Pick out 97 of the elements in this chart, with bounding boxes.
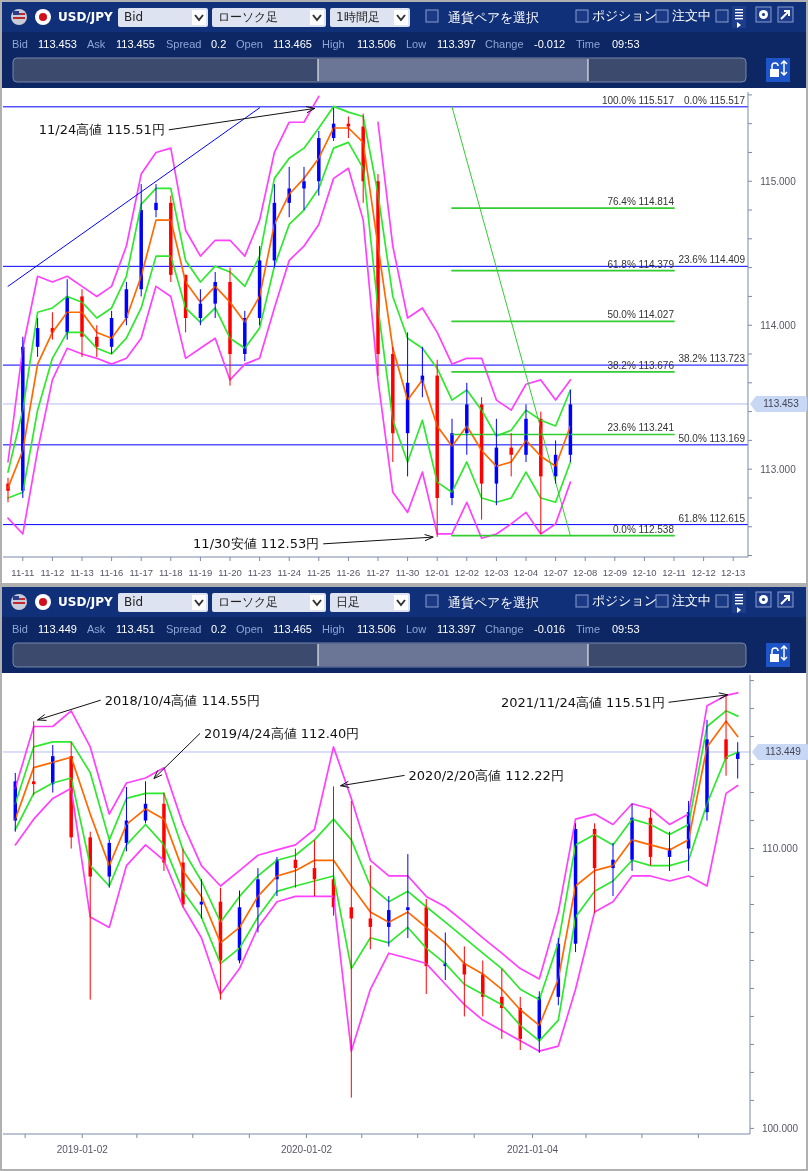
text: 09:53 xyxy=(612,38,640,50)
x-tick-label: 12-11 xyxy=(662,566,686,578)
annotation: 2019/4/24高値 112.40円 xyxy=(204,725,360,741)
x-tick-label: 11-26 xyxy=(336,566,361,578)
annotation: 2018/10/4高値 114.55円 xyxy=(104,692,260,708)
x-tick-label: 11-12 xyxy=(40,566,65,578)
text: Ask xyxy=(87,38,106,50)
x-tick-label: 11-11 xyxy=(11,566,35,578)
x-tick-label: 12-07 xyxy=(543,566,568,578)
text: 0.2 xyxy=(211,623,227,635)
x-tick-label: 11-13 xyxy=(70,566,94,578)
text: 113.451 xyxy=(116,623,155,635)
text: ポジション xyxy=(592,592,657,608)
text: 通貨ペアを選択 xyxy=(448,9,539,25)
text: -0.016 xyxy=(534,623,566,635)
x-tick-label: 12-10 xyxy=(632,566,657,578)
text: Change xyxy=(485,38,524,50)
text: Open xyxy=(236,38,263,50)
text: 113.506 xyxy=(357,623,396,635)
ref-line-label: 50.0% 113.169 xyxy=(678,432,746,444)
text: 注文中 xyxy=(672,592,711,608)
text: Low xyxy=(406,623,427,635)
text: High xyxy=(322,623,345,635)
text: Bid xyxy=(12,38,28,50)
text: Spread xyxy=(166,38,202,50)
annotation: 0.0% 112.538 xyxy=(613,523,675,535)
x-tick-label: 12-02 xyxy=(454,566,479,578)
x-tick-label: 11-20 xyxy=(218,566,242,578)
x-tick-label: 12-12 xyxy=(691,566,716,578)
chart-title: USD/JPY xyxy=(58,10,113,24)
annotation: 2021/11/24高値 115.51円 xyxy=(501,694,665,710)
text: Time xyxy=(576,38,601,50)
x-tick-label: 11-18 xyxy=(159,566,183,578)
text: Bid xyxy=(124,10,144,24)
annotation: 76.4% 114.814 xyxy=(607,196,675,208)
x-tick-label: 11-19 xyxy=(188,566,213,578)
text: Time xyxy=(576,623,601,635)
annotation: 11/30安値 112.53円 xyxy=(193,536,320,552)
x-tick-label: 12-13 xyxy=(721,566,746,578)
text: 通貨ペアを選択 xyxy=(448,594,539,610)
annotation: 11/24高値 115.51円 xyxy=(38,122,165,138)
text: 注文中 xyxy=(672,7,711,23)
ref-line-label: 113.449 xyxy=(765,746,802,758)
text: 日足 xyxy=(336,595,360,609)
text: 113.455 xyxy=(116,38,155,50)
text: ローソク足 xyxy=(218,10,278,24)
x-tick-label: 11-17 xyxy=(129,566,153,578)
annotation: 100.0% 115.517 xyxy=(601,94,675,106)
text: -0.012 xyxy=(534,38,566,50)
y-tick-label: 110.000 xyxy=(762,843,799,855)
ref-line-label: 113.453 xyxy=(763,398,800,410)
text: 113.465 xyxy=(273,38,312,50)
x-tick-label: 12-08 xyxy=(573,566,598,578)
annotation: 23.6% 113.241 xyxy=(607,422,675,434)
text: Low xyxy=(406,38,427,50)
text: 0.2 xyxy=(211,38,227,50)
chart-title: USD/JPY xyxy=(58,595,113,609)
x-tick-label: 11-25 xyxy=(307,566,331,578)
text: 1時間足 xyxy=(336,10,380,24)
text: ポジション xyxy=(592,7,657,23)
x-tick-label: 11-27 xyxy=(366,566,390,578)
y-tick-label: 100.000 xyxy=(761,1122,799,1134)
x-tick-label: 12-04 xyxy=(513,566,539,578)
y-tick-label: 113.000 xyxy=(760,463,797,475)
text: 113.449 xyxy=(38,623,77,635)
x-tick-label: 12-03 xyxy=(484,566,509,578)
x-tick-label: 12-09 xyxy=(602,566,627,578)
x-tick-label: 2021-01-04 xyxy=(506,1143,559,1155)
y-tick-label: 114.000 xyxy=(760,319,797,331)
text: High xyxy=(322,38,345,50)
ref-line-label: 61.8% 112.615 xyxy=(678,512,746,524)
text: 09:53 xyxy=(612,623,640,635)
text: 113.453 xyxy=(38,38,77,50)
x-tick-label: 2019-01-02 xyxy=(56,1143,109,1155)
y-tick-label: 115.000 xyxy=(760,175,797,187)
text: Spread xyxy=(166,623,202,635)
text: 113.465 xyxy=(273,623,312,635)
ref-line-label: 0.0% 115.517 xyxy=(684,94,746,106)
annotation: 50.0% 114.027 xyxy=(607,309,675,321)
annotation: 2020/2/20高値 112.22円 xyxy=(408,767,564,783)
text: Ask xyxy=(87,623,106,635)
text: Bid xyxy=(124,595,144,609)
x-tick-label: 2020-01-02 xyxy=(280,1143,333,1155)
text: Open xyxy=(236,623,263,635)
text: 113.397 xyxy=(437,623,476,635)
x-tick-label: 11-16 xyxy=(99,566,124,578)
x-tick-label: 12-01 xyxy=(425,566,450,578)
x-tick-label: 11-23 xyxy=(247,566,272,578)
ref-line-label: 23.6% 114.409 xyxy=(678,254,746,266)
text: ローソク足 xyxy=(218,595,278,609)
x-tick-label: 11-24 xyxy=(277,566,301,578)
text: 113.506 xyxy=(357,38,396,50)
x-tick-label: 11-30 xyxy=(395,566,420,578)
text: Change xyxy=(485,623,524,635)
text: 113.397 xyxy=(437,38,476,50)
text: Bid xyxy=(12,623,28,635)
ref-line-label: 38.2% 113.723 xyxy=(678,353,746,365)
